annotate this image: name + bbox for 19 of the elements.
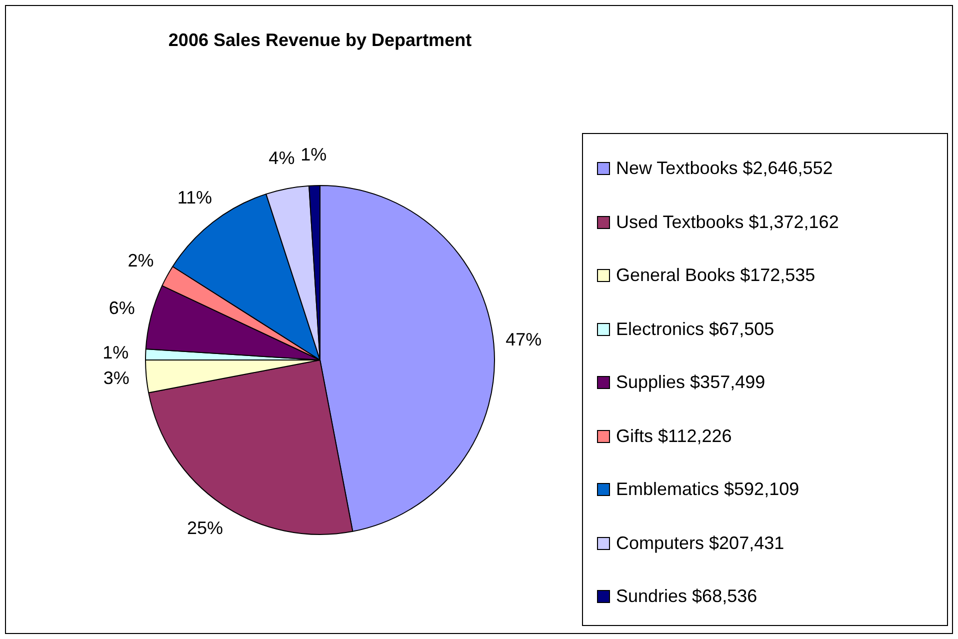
data-label: 11% — [177, 187, 212, 208]
data-label: 25% — [187, 518, 224, 538]
data-label: 1% — [102, 342, 129, 363]
legend-label: Sundries $68,536 — [616, 586, 758, 608]
data-label: 6% — [108, 298, 135, 318]
legend-label: New Textbooks $2,646,552 — [616, 158, 833, 180]
legend-label: Used Textbooks $1,372,162 — [616, 212, 839, 233]
data-label: 4% — [268, 148, 295, 168]
legend-label: Supplies $357,499 — [616, 372, 766, 394]
legend-label: Gifts $112,226 — [616, 426, 732, 447]
legend-label: General Books $172,535 — [616, 265, 816, 286]
legend-label: Emblematics $592,109 — [616, 479, 800, 500]
legend-label: Computers $207,431 — [616, 532, 784, 554]
legend-label: Electronics $67,505 — [616, 318, 774, 340]
chart-title: 2006 Sales Revenue by Department — [167, 30, 473, 51]
data-label: 1% — [300, 144, 327, 165]
data-label: 3% — [103, 368, 130, 388]
data-label: 2% — [128, 250, 154, 270]
data-label: 47% — [506, 330, 542, 350]
